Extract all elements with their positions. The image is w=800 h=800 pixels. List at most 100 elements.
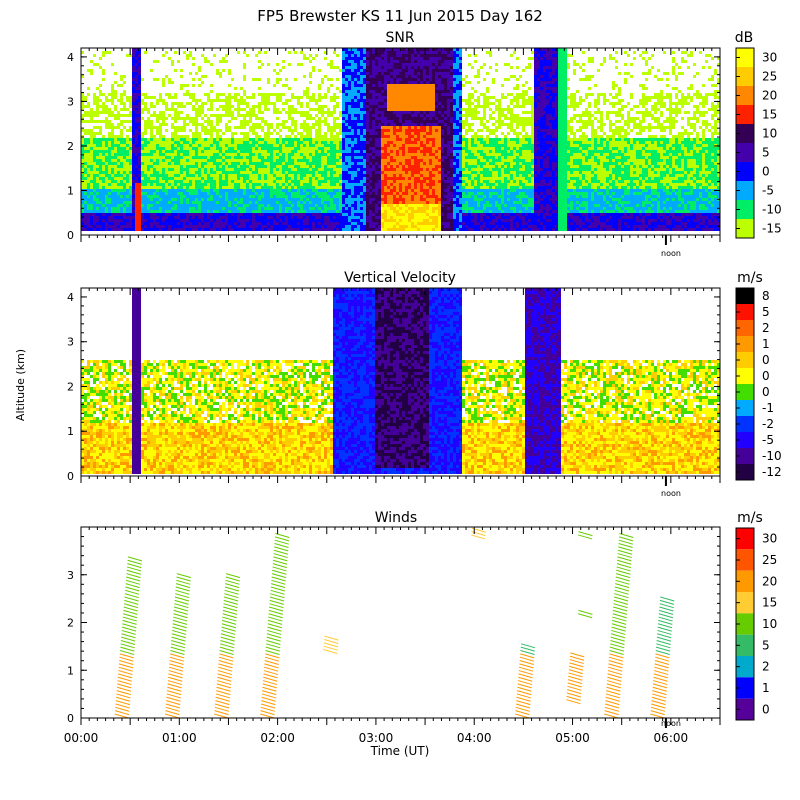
- heatmap-cell: [117, 168, 120, 171]
- heatmap-cell: [84, 159, 87, 162]
- heatmap-cell: [84, 198, 87, 201]
- heatmap-cell: [351, 138, 354, 141]
- heatmap-cell: [93, 168, 96, 171]
- heatmap-cell: [318, 183, 321, 186]
- heatmap-cell: [375, 180, 378, 183]
- heatmap-cell: [288, 207, 291, 210]
- heatmap-cell: [324, 96, 327, 99]
- heatmap-cell: [369, 66, 372, 69]
- heatmap-cell: [249, 153, 252, 156]
- heatmap-cell: [213, 216, 216, 219]
- heatmap-cell: [297, 189, 300, 192]
- heatmap-cell: [270, 138, 273, 141]
- heatmap-cell: [270, 192, 273, 195]
- heatmap-cell: [357, 177, 360, 180]
- heatmap-cell: [354, 219, 357, 222]
- heatmap-cell: [390, 228, 393, 231]
- heatmap-cell: [159, 219, 162, 222]
- heatmap-cell: [288, 141, 291, 144]
- heatmap-cell: [357, 123, 360, 126]
- heatmap-cell: [267, 180, 270, 183]
- heatmap-cell: [132, 204, 135, 207]
- heatmap-cell: [381, 93, 384, 96]
- heatmap-cell: [141, 171, 144, 174]
- heatmap-cell: [402, 126, 405, 129]
- heatmap-cell: [153, 183, 156, 186]
- heatmap-cell: [300, 222, 303, 225]
- heatmap-cell: [138, 216, 141, 219]
- heatmap-cell: [309, 114, 312, 117]
- heatmap-cell: [387, 150, 390, 153]
- heatmap-cell: [357, 219, 360, 222]
- heatmap-cell: [177, 225, 180, 228]
- heatmap-cell: [216, 99, 219, 102]
- heatmap-cell: [99, 228, 102, 231]
- heatmap-cell: [171, 159, 174, 162]
- heatmap-cell: [267, 99, 270, 102]
- heatmap-cell: [279, 156, 282, 159]
- heatmap-cell: [105, 168, 108, 171]
- heatmap-cell: [231, 162, 234, 165]
- heatmap-cell: [168, 171, 171, 174]
- heatmap-cell: [333, 222, 336, 225]
- heatmap-cell: [99, 66, 102, 69]
- heatmap-cell: [363, 75, 366, 78]
- heatmap-cell: [360, 174, 363, 177]
- heatmap-cell: [138, 123, 141, 126]
- heatmap-cell: [120, 159, 123, 162]
- heatmap-cell: [399, 87, 402, 90]
- heatmap-cell: [171, 192, 174, 195]
- heatmap-cell: [132, 168, 135, 171]
- heatmap-cell: [225, 147, 228, 150]
- heatmap-cell: [267, 102, 270, 105]
- heatmap-cell: [234, 219, 237, 222]
- heatmap-cell: [315, 192, 318, 195]
- heatmap-cell: [258, 135, 261, 138]
- heatmap-cell: [159, 210, 162, 213]
- heatmap-cell: [96, 96, 99, 99]
- heatmap-cell: [264, 213, 267, 216]
- heatmap-cell: [396, 117, 399, 120]
- heatmap-cell: [192, 186, 195, 189]
- heatmap-cell: [300, 177, 303, 180]
- heatmap-cell: [99, 105, 102, 108]
- heatmap-cell: [345, 114, 348, 117]
- heatmap-cell: [393, 63, 396, 66]
- heatmap-cell: [108, 192, 111, 195]
- heatmap-cell: [132, 108, 135, 111]
- heatmap-cell: [267, 156, 270, 159]
- heatmap-cell: [351, 147, 354, 150]
- heatmap-cell: [186, 186, 189, 189]
- heatmap-cell: [141, 219, 144, 222]
- heatmap-cell: [177, 138, 180, 141]
- heatmap-cell: [87, 165, 90, 168]
- heatmap-cell: [366, 222, 369, 225]
- heatmap-cell: [372, 54, 375, 57]
- heatmap-cell: [102, 138, 105, 141]
- heatmap-cell: [297, 168, 300, 171]
- heatmap-cell: [345, 213, 348, 216]
- heatmap-cell: [285, 138, 288, 141]
- heatmap-cell: [246, 141, 249, 144]
- heatmap-cell: [243, 120, 246, 123]
- heatmap-cell: [369, 141, 372, 144]
- heatmap-cell: [159, 201, 162, 204]
- heatmap-cell: [363, 228, 366, 231]
- heatmap-cell: [105, 177, 108, 180]
- heatmap-cell: [309, 198, 312, 201]
- heatmap-cell: [111, 168, 114, 171]
- heatmap-cell: [339, 225, 342, 228]
- heatmap-cell: [129, 126, 132, 129]
- heatmap-cell: [387, 90, 390, 93]
- heatmap-cell: [84, 222, 87, 225]
- heatmap-cell: [126, 207, 129, 210]
- heatmap-cell: [99, 183, 102, 186]
- heatmap-cell: [318, 99, 321, 102]
- heatmap-cell: [123, 153, 126, 156]
- heatmap-cell: [99, 219, 102, 222]
- heatmap-cell: [378, 105, 381, 108]
- heatmap-cell: [237, 183, 240, 186]
- heatmap-cell: [312, 219, 315, 222]
- heatmap-cell: [381, 114, 384, 117]
- heatmap-cell: [315, 54, 318, 57]
